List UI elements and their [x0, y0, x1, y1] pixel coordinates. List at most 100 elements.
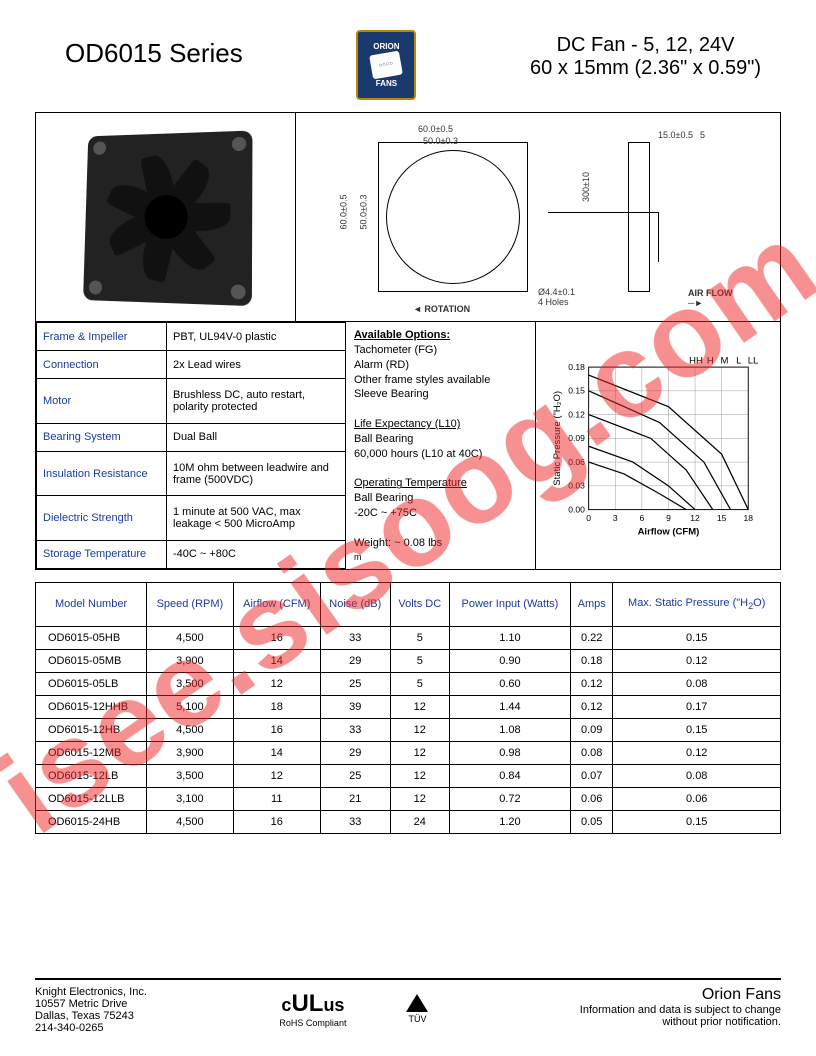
table-cell: 0.06 — [570, 787, 612, 810]
page-footer: Knight Electronics, Inc. 10557 Metric Dr… — [35, 978, 781, 1034]
table-cell: 0.09 — [570, 718, 612, 741]
company-name: Knight Electronics, Inc. — [35, 986, 147, 998]
table-cell: 5,100 — [147, 695, 234, 718]
svg-text:L: L — [736, 356, 741, 367]
table-cell: 0.05 — [570, 810, 612, 833]
table-row: OD6015-05MB3,900142950.900.180.12 — [36, 649, 781, 672]
temp-title: Operating Temperature — [354, 476, 527, 491]
table-cell: 0.18 — [570, 649, 612, 672]
specs-row: Frame & ImpellerPBT, UL94V-0 plasticConn… — [35, 322, 781, 570]
dim-depth: 15.0±0.5 — [658, 130, 693, 140]
spec-value: 10M ohm between leadwire and frame (500V… — [167, 451, 346, 495]
spec-label: Motor — [37, 379, 167, 423]
table-cell: OD6015-05LB — [36, 672, 147, 695]
table-cell: 29 — [320, 649, 390, 672]
table-cell: 0.12 — [570, 695, 612, 718]
spec-value: Brushless DC, auto restart, polarity pro… — [167, 379, 346, 423]
phone: 214-340-0265 — [35, 1022, 147, 1034]
table-cell: 16 — [233, 718, 320, 741]
logo-text-top: ORION — [373, 42, 399, 51]
option-line: Other frame styles available — [354, 373, 527, 388]
table-cell: 14 — [233, 741, 320, 764]
table-cell: 4,500 — [147, 626, 234, 649]
table-cell: 11 — [233, 787, 320, 810]
table-cell: 21 — [320, 787, 390, 810]
table-cell: 3,500 — [147, 672, 234, 695]
spec-value: -40C ~ +80C — [167, 540, 346, 568]
rotation-label: ◄ ROTATION — [413, 304, 470, 314]
column-header: Noise (dB) — [320, 582, 390, 626]
page-header: OD6015 Series ORION FANS DC Fan - 5, 12,… — [35, 30, 781, 100]
rohs-label: RoHS Compliant — [279, 1018, 346, 1028]
table-cell: 1.44 — [449, 695, 570, 718]
table-cell: 12 — [390, 764, 449, 787]
svg-text:0.12: 0.12 — [568, 410, 585, 420]
table-cell: OD6015-24HB — [36, 810, 147, 833]
svg-text:9: 9 — [666, 513, 671, 523]
table-cell: 0.08 — [613, 672, 781, 695]
table-cell: 5 — [390, 626, 449, 649]
table-cell: OD6015-12LLB — [36, 787, 147, 810]
ul-cert: cULus RoHS Compliant — [279, 990, 346, 1028]
spec-value: PBT, UL94V-0 plastic — [167, 323, 346, 351]
table-cell: 0.22 — [570, 626, 612, 649]
dim-width: 60.0±0.5 — [418, 124, 453, 134]
option-line: -20C ~ +75C — [354, 506, 527, 521]
logo-icon — [370, 51, 404, 80]
spec-label: Storage Temperature — [37, 540, 167, 568]
option-line: Ball Bearing — [354, 432, 527, 447]
table-cell: 0.72 — [449, 787, 570, 810]
table-cell: 18 — [233, 695, 320, 718]
table-cell: 0.12 — [570, 672, 612, 695]
svg-text:0.00: 0.00 — [568, 505, 585, 515]
table-row: OD6015-12LB3,5001225120.840.070.08 — [36, 764, 781, 787]
svg-text:12: 12 — [690, 513, 700, 523]
tuv-cert: TÜV — [406, 994, 428, 1024]
product-photo-cell — [36, 113, 296, 321]
table-cell: 0.08 — [613, 764, 781, 787]
table-cell: 0.06 — [613, 787, 781, 810]
svg-text:0: 0 — [586, 513, 591, 523]
table-cell: 33 — [320, 810, 390, 833]
table-cell: 33 — [320, 718, 390, 741]
spec-label: Insulation Resistance — [37, 451, 167, 495]
option-line: 60,000 hours (L10 at 40C) — [354, 447, 527, 462]
svg-text:HH: HH — [689, 356, 703, 367]
svg-text:3: 3 — [613, 513, 618, 523]
table-cell: OD6015-12MB — [36, 741, 147, 764]
table-cell: 16 — [233, 810, 320, 833]
table-cell: 25 — [320, 672, 390, 695]
weight: Weight: ~ 0.08 lbs — [354, 536, 527, 551]
life-title: Life Expectancy (L10) — [354, 417, 527, 432]
tuv-icon — [406, 994, 428, 1012]
table-row: OD6015-12HHB5,1001839121.440.120.17 — [36, 695, 781, 718]
addr1: 10557 Metric Drive — [35, 998, 147, 1010]
table-cell: 0.98 — [449, 741, 570, 764]
table-row: OD6015-05HB4,500163351.100.220.15 — [36, 626, 781, 649]
spec-label: Bearing System — [37, 423, 167, 451]
dim-holes: 50.0±0.3 — [423, 136, 458, 146]
title-line1: DC Fan - 5, 12, 24V — [530, 34, 761, 57]
ul-icon: cULus — [281, 990, 344, 1018]
table-row: OD6015-12LLB3,1001121120.720.060.06 — [36, 787, 781, 810]
column-header: Airflow (CFM) — [233, 582, 320, 626]
table-row: OD6015-12MB3,9001429120.980.080.12 — [36, 741, 781, 764]
footer-brand: Orion Fans — [561, 986, 781, 1004]
svg-text:0.06: 0.06 — [568, 457, 585, 467]
chart-cell: 0.0000.0330.0660.0990.12120.15150.1818HH… — [536, 322, 780, 569]
column-header: Power Input (Watts) — [449, 582, 570, 626]
table-cell: 5 — [390, 649, 449, 672]
table-cell: 3,900 — [147, 649, 234, 672]
column-header: Amps — [570, 582, 612, 626]
table-cell: 0.12 — [613, 741, 781, 764]
table-cell: 12 — [390, 787, 449, 810]
svg-text:0.09: 0.09 — [568, 434, 585, 444]
svg-text:6: 6 — [639, 513, 644, 523]
table-cell: 0.07 — [570, 764, 612, 787]
table-cell: 3,100 — [147, 787, 234, 810]
table-cell: 12 — [233, 672, 320, 695]
svg-text:M: M — [721, 356, 729, 367]
spec-value: 1 minute at 500 VAC, max leakage < 500 M… — [167, 496, 346, 540]
option-line: Tachometer (FG) — [354, 343, 527, 358]
option-line: Sleeve Bearing — [354, 387, 527, 402]
